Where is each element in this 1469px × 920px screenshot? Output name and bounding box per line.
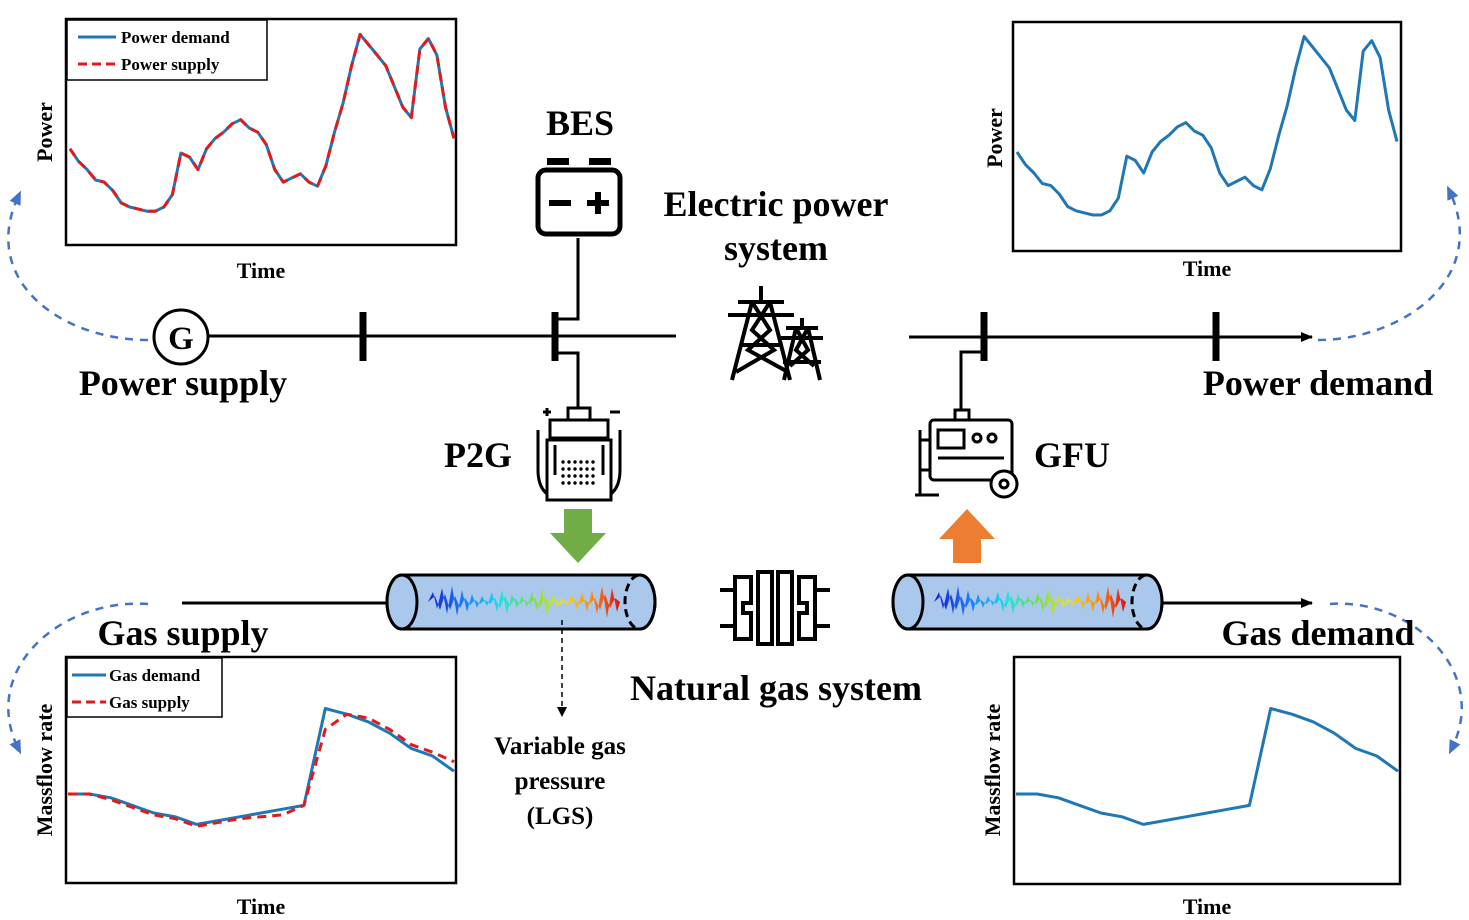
power-demand-chart: Time Power [982, 20, 1403, 281]
supply-series-line [68, 32, 456, 213]
gas-supply-label: Gas supply [97, 613, 268, 653]
legend-box [66, 657, 223, 718]
dashed-arrow-gas-supply [7, 602, 149, 755]
chart-frame [1012, 655, 1402, 886]
gas-to-gfu-arrow [939, 509, 995, 563]
bes-connector [555, 238, 580, 321]
gas-demand-label: Gas demand [1221, 613, 1414, 653]
chart-legend: Power demand Power supply [66, 19, 268, 81]
p2g-connector [555, 351, 580, 410]
lgs-label-line1: Variable gas [494, 733, 626, 760]
pressure-wave [934, 586, 1126, 618]
eps-label-line1: Electric power [664, 184, 889, 224]
legend-box [66, 19, 268, 81]
p2g-label: P2G [444, 435, 512, 475]
legend-label-supply: Gas supply [109, 693, 190, 712]
pipeline-icon [385, 573, 657, 631]
chart-legend: Gas demand Gas supply [66, 657, 223, 718]
gas-compressor-icon [720, 570, 830, 646]
y-axis-label: Power [982, 108, 1007, 168]
demand-series-line [1015, 35, 1399, 217]
natural-gas-system-label: Natural gas system [630, 668, 922, 708]
bes-label: BES [546, 103, 614, 143]
supply-series-line [68, 712, 455, 828]
generator-icon [152, 308, 210, 366]
eps-label-line2: system [724, 228, 828, 268]
power-supply-chart: Power demand Power supply Time Power [32, 17, 458, 283]
pipeline-icon [891, 573, 1164, 631]
power-network [208, 238, 1313, 412]
lgs-label-line3: (LGS) [527, 803, 594, 830]
demand-series-line [1016, 707, 1399, 826]
demand-series-line [68, 707, 455, 826]
legend-label-supply: Power supply [121, 55, 220, 74]
pressure-wave [428, 586, 620, 618]
x-axis-label: Time [237, 894, 286, 919]
electrolyzer-icon [536, 406, 622, 502]
gfu-connector [959, 350, 984, 412]
x-axis-label: Time [1183, 894, 1232, 919]
transmission-tower-icon [728, 286, 823, 381]
y-axis-label: Massflow rate [32, 703, 57, 836]
dashed-arrow-power-demand [1317, 185, 1462, 342]
y-axis-label: Massflow rate [980, 703, 1005, 836]
dashed-arrow-gas-demand [1329, 602, 1463, 755]
x-axis-label: Time [1183, 256, 1232, 281]
battery-icon [535, 158, 623, 237]
y-axis-label: Power [32, 102, 57, 162]
gas-generator-icon [915, 408, 1019, 499]
power-demand-label: Power demand [1203, 363, 1433, 403]
gfu-label: GFU [1034, 435, 1110, 475]
lgs-label-line2: pressure [515, 768, 606, 795]
dashed-arrow-power-supply [7, 190, 149, 342]
p2g-to-gas-arrow [550, 509, 606, 563]
chart-frame [1011, 20, 1403, 253]
gas-demand-chart: Time Massflow rate [980, 655, 1402, 919]
generator-symbol: G [168, 321, 194, 357]
x-axis-label: Time [237, 258, 286, 283]
gas-supply-chart: Gas demand Gas supply Time Massflow rate [32, 655, 458, 919]
power-supply-label: Power supply [79, 363, 287, 403]
legend-label-demand: Power demand [121, 28, 230, 47]
legend-label-demand: Gas demand [109, 666, 201, 685]
generator: G [152, 308, 210, 366]
